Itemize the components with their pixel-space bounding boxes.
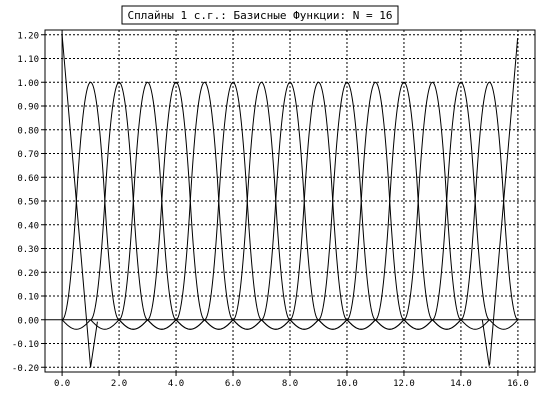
x-tick-label: 14.0 xyxy=(450,379,472,389)
basis-function-line xyxy=(90,81,205,330)
y-tick-label: 0.90 xyxy=(17,103,39,113)
y-tick-label: 0.80 xyxy=(17,126,39,136)
axis-layer: -0.20 -0.10 0.00 0.10 0.20 0.30 0.40 0.50 0.60 0.… xyxy=(12,29,536,389)
basis-function-line xyxy=(261,81,376,330)
y-tick-label: 0.40 xyxy=(17,221,39,231)
x-tick-label: 6.0 xyxy=(225,379,241,389)
chart-title: Сплайны 1 с.г.: Базисные Функции: N = 16 xyxy=(128,9,393,22)
y-tick-label: 0.50 xyxy=(17,198,39,208)
basis-function-line xyxy=(481,38,519,368)
basis-function-line xyxy=(147,81,262,330)
chart-title-box: Сплайны 1 с.г.: Базисные Функции: N = 16 xyxy=(121,5,399,25)
y-tick-label: -0.10 xyxy=(12,340,39,350)
basis-function-line xyxy=(375,81,490,330)
y-tick-label: 0.00 xyxy=(17,316,39,326)
y-tick-label: 0.70 xyxy=(17,150,39,160)
y-tick-label: 1.00 xyxy=(17,79,39,89)
x-tick-label: 12.0 xyxy=(393,379,415,389)
y-tick-label: -0.20 xyxy=(12,364,39,374)
basis-function-line xyxy=(403,81,519,330)
basis-function-line xyxy=(204,81,319,330)
basis-function-line xyxy=(432,81,519,330)
x-tick-label: 10.0 xyxy=(336,379,358,389)
series-layer xyxy=(61,34,519,368)
x-tick-label: 4.0 xyxy=(168,379,184,389)
x-tick-label: 8.0 xyxy=(282,379,298,389)
y-tick-label: 0.60 xyxy=(17,174,39,184)
x-tick-label: 16.0 xyxy=(507,379,529,389)
y-tick-label: 0.20 xyxy=(17,269,39,279)
y-tick-label: 1.20 xyxy=(17,31,39,41)
y-tick-label: 1.10 xyxy=(17,55,39,65)
y-tick-label: 0.30 xyxy=(17,245,39,255)
x-tick-label: 0.0 xyxy=(54,379,70,389)
x-tick-label: 2.0 xyxy=(111,379,127,389)
y-tick-label: 0.10 xyxy=(17,293,39,303)
basis-function-line xyxy=(61,34,98,368)
basis-function-line xyxy=(318,81,433,330)
